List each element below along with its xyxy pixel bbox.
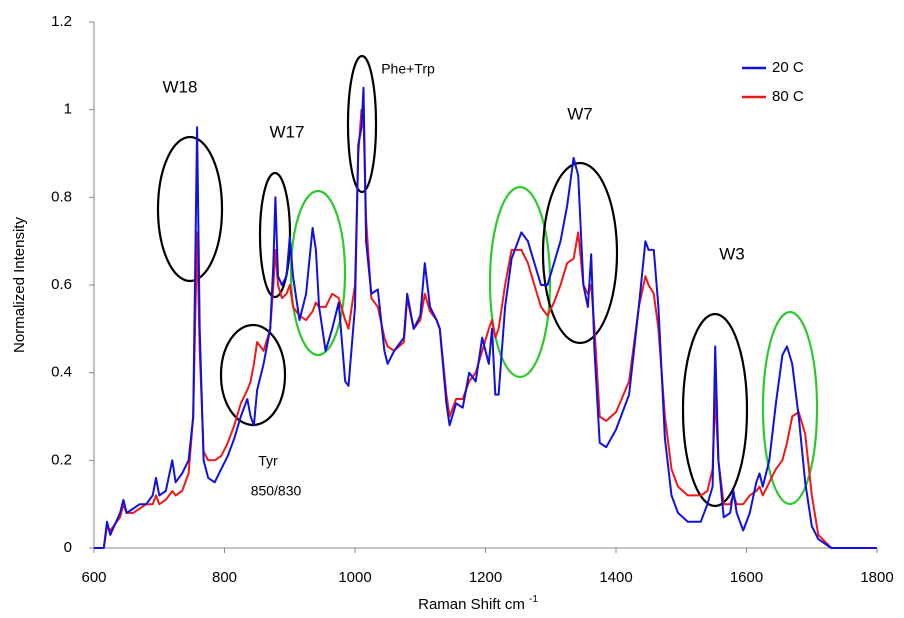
x-tick-label: 600 [81, 569, 106, 586]
y-tick-label: 0.6 [51, 276, 72, 293]
x-axis-label-superscript: -1 [529, 594, 538, 605]
x-tick-label: 1600 [730, 569, 763, 586]
ellipse [488, 185, 552, 379]
ellipse [258, 171, 292, 299]
annotation-label: W17 [270, 122, 305, 141]
x-axis-label: Raman Shift cm -1 [418, 594, 538, 613]
y-tick-label: 0 [64, 539, 72, 556]
series-line [94, 86, 877, 549]
ellipse [681, 312, 749, 508]
legend-label: 80 C [772, 88, 804, 105]
ellipse [219, 323, 287, 427]
x-tick-label: 1200 [469, 569, 502, 586]
x-tick-label: 1400 [599, 569, 632, 586]
ellipse [289, 189, 347, 357]
annotation-label: W3 [719, 244, 745, 263]
annotation-label: W7 [567, 104, 593, 123]
annotation-label: 850/830 [251, 483, 302, 499]
y-tick-label: 0.8 [51, 188, 72, 205]
annotation-ellipses [156, 54, 819, 508]
ellipse [541, 161, 619, 345]
series-line [94, 108, 877, 549]
ellipse [761, 310, 819, 506]
x-tick-label: 800 [212, 569, 237, 586]
y-tick-label: 1 [64, 101, 72, 118]
x-tick-label: 1800 [860, 569, 893, 586]
y-tick-label: 1.2 [51, 13, 72, 30]
ellipse [346, 54, 378, 194]
ellipse [156, 135, 224, 283]
annotation-label: Phe+Trp [381, 61, 435, 77]
y-tick-label: 0.2 [51, 451, 72, 468]
y-axis-label: Normalized Intensity [11, 217, 28, 353]
x-tick-label: 1000 [338, 569, 371, 586]
y-tick-label: 0.4 [51, 364, 72, 381]
legend-label: 20 C [772, 59, 804, 76]
annotation-label: W18 [163, 77, 198, 96]
x-axis-label-main: Raman Shift cm [418, 596, 525, 613]
annotation-label: Tyr [258, 453, 278, 469]
